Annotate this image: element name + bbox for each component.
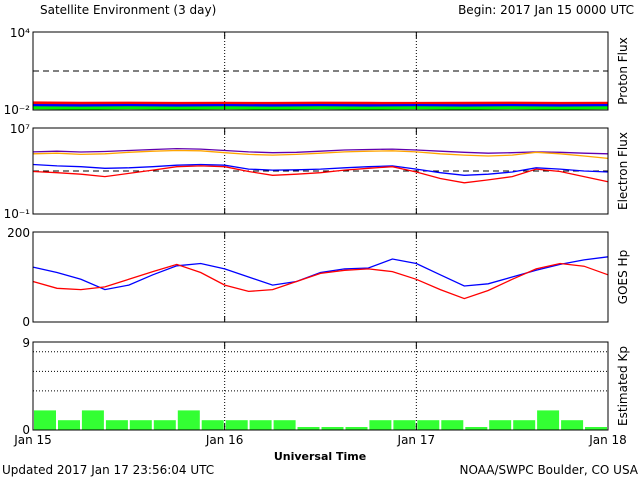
y-axis-label: GOES Hp: [616, 250, 630, 304]
updated-label: Updated 2017 Jan 17 23:56:04 UTC: [2, 463, 214, 477]
y-tick-top-label: 200: [7, 226, 30, 240]
kp-bar-9: [250, 420, 272, 430]
y-axis-label: Electron Flux: [616, 132, 630, 210]
y-tick-bottom-label: 0: [22, 315, 30, 329]
panel-proton-flux: 10⁴ 10⁻² Proton Flux: [4, 26, 630, 117]
kp-bar-3: [106, 420, 128, 430]
kp-bar-4: [130, 420, 152, 430]
x-axis-label: Universal Time: [274, 450, 366, 463]
panel-goes-hp: 200 0 GOES Hp: [7, 226, 630, 329]
x-tick-label-2: Jan 17: [397, 433, 436, 447]
panel-frame: [33, 342, 608, 430]
kp-bar-22: [561, 420, 583, 430]
kp-bar-15: [393, 420, 415, 430]
y-axis-label: Estimated Kp: [616, 346, 630, 426]
panels-group: 10⁴ 10⁻² Proton Flux 10⁷ 10⁻¹ Electron Flux 20…: [4, 26, 630, 447]
kp-bar-20: [513, 420, 535, 430]
panel-electron-flux: 10⁷ 10⁻¹ Electron Flux: [4, 122, 630, 221]
kp-bar-16: [417, 420, 439, 430]
kp-bar-21: [537, 410, 559, 430]
kp-bar-10: [274, 420, 296, 430]
chart-title: Satellite Environment (3 day): [40, 3, 216, 17]
x-tick-label-3: Jan 18: [588, 433, 627, 447]
series-red: [33, 264, 608, 299]
panel-frame: [33, 32, 608, 110]
y-tick-top-label: 10⁴: [10, 26, 30, 40]
kp-bar-8: [226, 420, 248, 430]
kp-bar-14: [369, 420, 391, 430]
y-tick-bottom-label: 10⁻²: [4, 103, 31, 117]
y-tick-top-label: 9: [22, 336, 30, 350]
x-tick-label-1: Jan 16: [205, 433, 244, 447]
kp-bar-0: [34, 410, 56, 430]
series-red: [33, 103, 608, 104]
kp-bar-1: [58, 420, 80, 430]
panel-frame: [33, 232, 608, 322]
y-tick-bottom-label: 10⁻¹: [4, 207, 31, 221]
kp-bar-2: [82, 410, 104, 430]
begin-label: Begin: 2017 Jan 15 0000 UTC: [458, 3, 634, 17]
kp-bar-19: [489, 420, 511, 430]
y-tick-top-label: 10⁷: [10, 122, 30, 136]
kp-bar-6: [178, 410, 200, 430]
panel-frame: [33, 128, 608, 214]
x-tick-label-0: Jan 15: [13, 433, 52, 447]
kp-bar-7: [202, 420, 224, 430]
kp-bar-17: [441, 420, 463, 430]
credit-label: NOAA/SWPC Boulder, CO USA: [460, 463, 639, 477]
kp-bar-5: [154, 420, 176, 430]
y-axis-label: Proton Flux: [616, 37, 630, 104]
